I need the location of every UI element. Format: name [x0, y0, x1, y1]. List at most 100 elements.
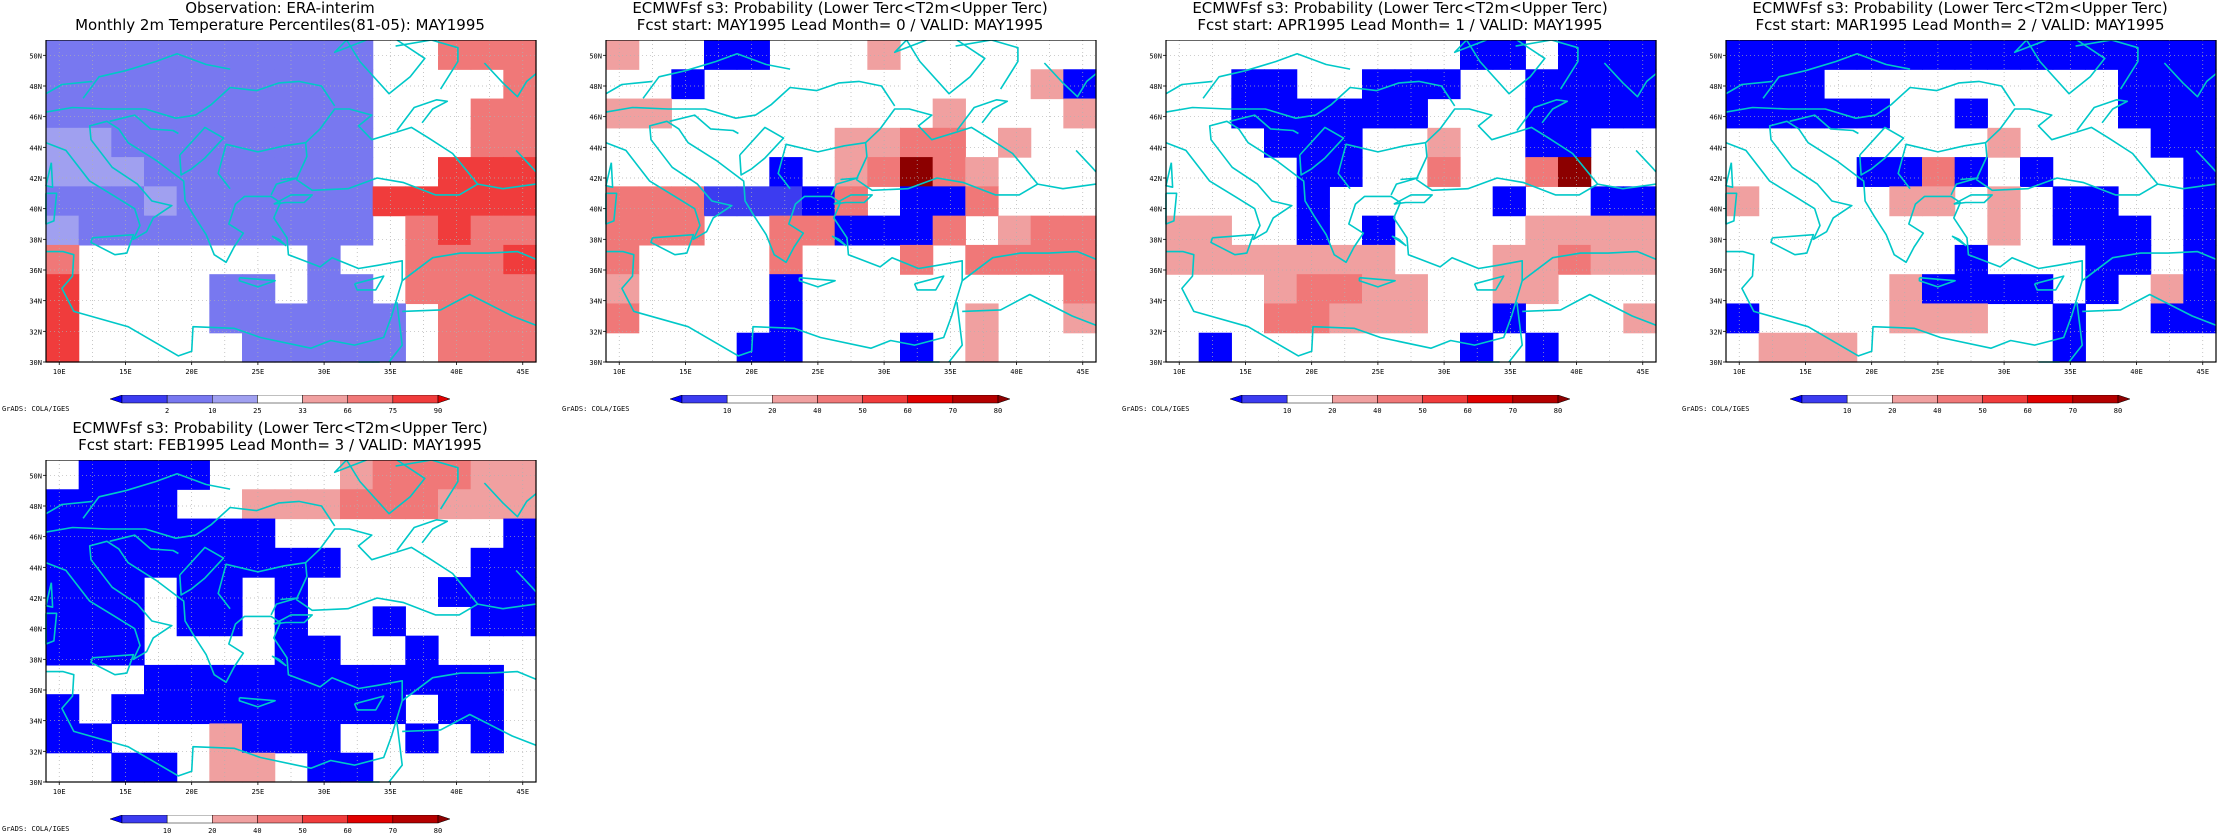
heatmap-cell: [470, 547, 504, 578]
heatmap-cell: [470, 332, 504, 363]
heatmap-cell: [46, 303, 80, 334]
coastline: [1725, 120, 2084, 357]
heatmap-cell: [1063, 274, 1097, 305]
heatmap-cell: [671, 69, 705, 100]
lat-tick-label: 30N: [1709, 359, 1722, 367]
heatmap-cell: [111, 694, 145, 725]
coastline: [483, 482, 537, 518]
heatmap-cell: [1329, 274, 1363, 305]
lat-tick-label: 46N: [1709, 114, 1722, 122]
heatmap-cell: [438, 157, 472, 187]
heatmap-cell: [1231, 69, 1265, 100]
heatmap-cell: [503, 547, 537, 578]
lon-tick-label: 40E: [1570, 368, 1583, 376]
heatmap-cell: [242, 40, 276, 70]
heatmap-cell: [470, 40, 504, 70]
heatmap-cell: [1758, 69, 1792, 100]
colorbar-segment: [862, 395, 908, 404]
heatmap-cell: [1623, 244, 1657, 275]
coastlines: [1725, 40, 2217, 363]
grid-lines: [606, 40, 1096, 363]
lon-tick-label: 15E: [119, 368, 132, 376]
coastline: [798, 276, 836, 288]
heatmap-cell: [438, 40, 472, 70]
heatmap-cell: [2118, 215, 2152, 246]
lon-tick-label: 25E: [812, 368, 825, 376]
heatmap-cell: [1362, 303, 1396, 334]
heatmap-cell: [209, 157, 243, 187]
colorbar-label: 70: [389, 827, 397, 835]
lon-tick-label: 35E: [384, 368, 397, 376]
lat-tick-label: 48N: [1149, 83, 1162, 91]
heatmap-cell: [503, 577, 537, 607]
heatmap-svg: 30N 32N 34N 36N 38N 40N 42N 44N 46N 48N 50N 10E 15E 2…: [1709, 40, 2217, 376]
heatmap-cell: [2150, 274, 2184, 305]
heatmap-cell: [307, 694, 341, 725]
heatmap-cell: [209, 606, 243, 637]
coastline: [1762, 53, 1911, 99]
coastline: [830, 177, 859, 196]
heatmap-cell: [1590, 186, 1624, 217]
heatmap-cell: [209, 215, 243, 246]
colorbar-label: 20: [208, 827, 216, 835]
heatmap-cell: [307, 274, 341, 305]
lon-tick-labels: 10E 15E 20E 25E 30E 35E 40E 45E: [53, 362, 529, 376]
coastline: [402, 293, 537, 326]
panel-lead-1: ECMWFsf s3: Probability (Lower Terc<T2m<…: [1120, 0, 1680, 420]
lat-tick-label: 36N: [1709, 267, 1722, 275]
heatmap-cell: [242, 303, 276, 334]
heatmap-cell: [372, 186, 406, 217]
heatmap-cell: [78, 635, 112, 666]
colorbar-label: 10: [163, 827, 171, 835]
colorbar-segment: [726, 395, 773, 404]
coastline: [1522, 293, 1657, 326]
heatmap-cell: [111, 489, 145, 520]
heatmap-cell: [2085, 40, 2119, 70]
coastline: [45, 120, 404, 357]
heatmap-cell: [2183, 69, 2217, 100]
heatmap-cell: [769, 186, 803, 217]
colorbar-segment: [257, 395, 303, 404]
lat-tick-labels: 30N 32N 34N 36N 38N 40N 42N 44N 46N 48N 50N: [1149, 52, 1166, 367]
coastline: [777, 141, 866, 190]
lon-tick-label: 10E: [53, 788, 66, 796]
colorbar-label: 10: [1843, 407, 1851, 415]
colorbar-segment: [121, 395, 168, 404]
colorbar-segment: [1377, 395, 1423, 404]
lon-tick-label: 15E: [119, 788, 132, 796]
heatmap-cell: [606, 40, 640, 70]
colorbar-label: 25: [253, 407, 261, 415]
panel-title-line2: Fcst start: APR1995 Lead Month= 1 / VALI…: [1197, 16, 1603, 34]
coastline: [515, 569, 537, 593]
lon-tick-label: 30E: [1998, 368, 2011, 376]
colorbar-max-arrow: [997, 395, 1010, 404]
lat-tick-label: 44N: [29, 564, 42, 572]
heatmap-cell: [503, 244, 537, 275]
colorbar-min-arrow: [670, 395, 683, 404]
heatmap-cell: [438, 274, 472, 305]
heatmap-cell: [503, 489, 537, 520]
lat-tick-label: 44N: [1149, 144, 1162, 152]
heatmap-cell: [1623, 186, 1657, 217]
colorbar-segment: [392, 815, 439, 824]
colorbar-segment: [1801, 395, 1848, 404]
heatmap-cell: [900, 157, 934, 187]
coastlines: [1165, 40, 1657, 363]
heatmap-cell: [1558, 40, 1592, 70]
heatmap-cell: [1954, 274, 1988, 305]
coastline: [295, 528, 479, 616]
heatmap-cell: [405, 460, 439, 490]
coastline: [388, 722, 404, 783]
heatmap-cell: [340, 489, 374, 520]
heatmap-cell: [606, 215, 640, 246]
heatmap-cell: [1791, 332, 1825, 363]
heatmap-cell: [1525, 215, 1559, 246]
heatmap-cell: [2183, 98, 2217, 129]
lon-tick-label: 20E: [185, 368, 198, 376]
colorbar-label: 80: [1554, 407, 1562, 415]
lon-tick-label: 40E: [2130, 368, 2143, 376]
lat-tick-label: 42N: [29, 595, 42, 603]
heatmap-cell: [78, 489, 112, 520]
heatmap-cell: [438, 460, 472, 490]
heatmap-cell: [2118, 40, 2152, 70]
